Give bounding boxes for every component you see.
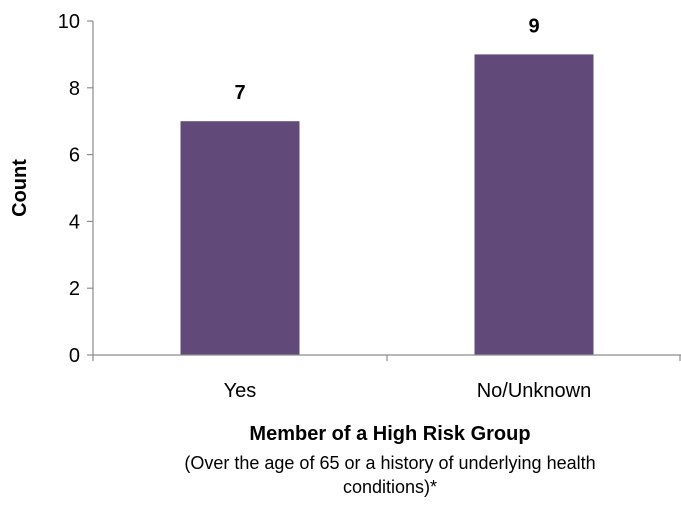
y-tick-label-5: 10 (58, 11, 80, 33)
axes-layer (87, 20, 681, 361)
x-axis-note-line-1: (Over the age of 65 or a history of unde… (184, 453, 595, 473)
y-tick-label-0: 0 (69, 345, 80, 367)
bars-layer (180, 54, 594, 356)
y-tick-label-2: 4 (69, 211, 80, 233)
x-tick-label-0: Yes (224, 380, 257, 402)
x-axis-title: Member of a High Risk Group (249, 423, 530, 445)
labels-layer: 7 Yes 9 No/Unknown 0 2 4 6 8 10 (58, 11, 592, 402)
data-label-1: 9 (528, 15, 539, 37)
bar-1 (474, 54, 594, 356)
bar-0 (180, 121, 300, 355)
y-tick-label-4: 8 (69, 78, 80, 100)
data-label-0: 7 (234, 82, 245, 104)
y-axis-title: Count (9, 159, 31, 217)
y-tick-label-3: 6 (69, 145, 80, 167)
x-tick-label-1: No/Unknown (477, 380, 592, 402)
y-tick-label-1: 2 (69, 278, 80, 300)
x-axis-note-line-2: conditions)* (343, 477, 437, 497)
